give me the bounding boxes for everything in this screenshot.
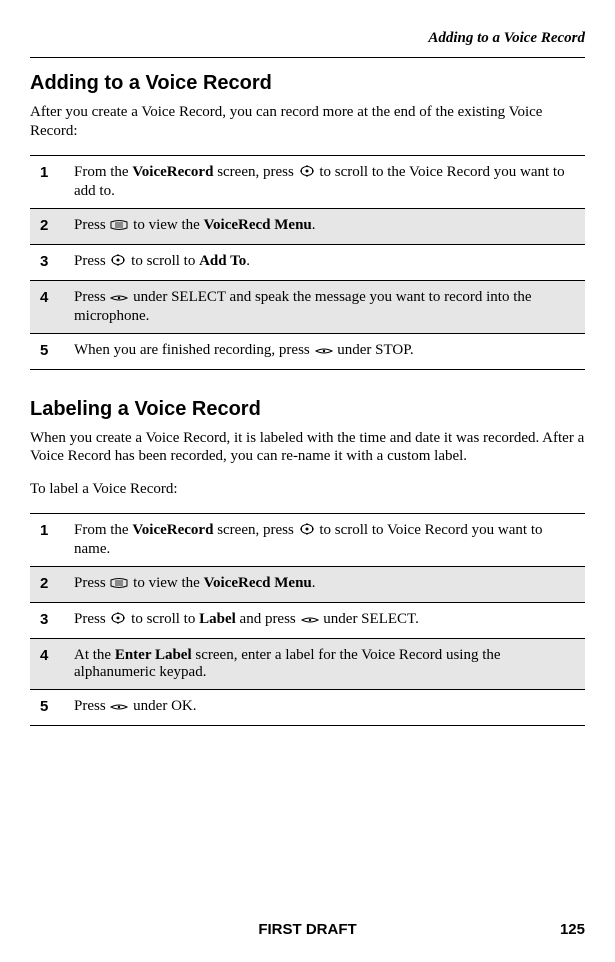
text: When you are finished recording, press xyxy=(74,342,314,358)
table-row: 3 Press to scroll to Label and press und… xyxy=(30,602,585,638)
nav-icon xyxy=(109,611,127,630)
intro-2: When you create a Voice Record, it is la… xyxy=(30,429,585,467)
step-num: 5 xyxy=(30,689,64,725)
step-text: Press under SELECT and speak the message… xyxy=(64,280,585,333)
text: . xyxy=(246,253,250,269)
text: Press xyxy=(74,253,109,269)
footer-text: FIRST DRAFT xyxy=(258,921,356,938)
text: to view the xyxy=(129,575,203,591)
steps-table-2: 1 From the VoiceRecord screen, press to … xyxy=(30,513,585,726)
heading-labeling: Labeling a Voice Record xyxy=(30,398,585,421)
softkey-icon xyxy=(109,291,129,308)
intro-1: After you create a Voice Record, you can… xyxy=(30,103,585,141)
table-row: 4 Press under SELECT and speak the messa… xyxy=(30,280,585,333)
step-text: Press under OK. xyxy=(64,689,585,725)
text: under STOP. xyxy=(334,342,414,358)
text: Press xyxy=(74,217,109,233)
step-num: 5 xyxy=(30,333,64,369)
bold-text: VoiceRecd Menu xyxy=(204,575,312,591)
softkey-icon xyxy=(109,700,129,717)
text: under OK. xyxy=(129,698,196,714)
step-text: From the VoiceRecord screen, press to sc… xyxy=(64,155,585,208)
text: to scroll to xyxy=(127,611,199,627)
table-row: 5 When you are finished recording, press… xyxy=(30,333,585,369)
text: under SELECT. xyxy=(320,611,419,627)
step-text: Press to view the VoiceRecd Menu. xyxy=(64,208,585,244)
step-text: Press to view the VoiceRecd Menu. xyxy=(64,566,585,602)
step-num: 3 xyxy=(30,602,64,638)
step-text: When you are finished recording, press u… xyxy=(64,333,585,369)
lead-2: To label a Voice Record: xyxy=(30,480,585,499)
table-row: 1 From the VoiceRecord screen, press to … xyxy=(30,513,585,566)
nav-icon xyxy=(109,253,127,272)
nav-icon xyxy=(298,164,316,183)
text: From the xyxy=(74,164,132,180)
page-footer: FIRST DRAFT 125 xyxy=(0,921,615,938)
text: screen, press xyxy=(213,164,297,180)
text: to scroll to xyxy=(127,253,199,269)
text: screen, press xyxy=(213,522,297,538)
table-row: 5 Press under OK. xyxy=(30,689,585,725)
text: and press xyxy=(236,611,300,627)
table-row: 2 Press to view the VoiceRecd Menu. xyxy=(30,566,585,602)
menu-icon xyxy=(109,219,129,236)
step-num: 2 xyxy=(30,566,64,602)
softkey-icon xyxy=(300,613,320,630)
softkey-icon xyxy=(314,344,334,361)
bold-text: VoiceRecd Menu xyxy=(204,217,312,233)
step-num: 2 xyxy=(30,208,64,244)
table-row: 3 Press to scroll to Add To. xyxy=(30,244,585,280)
bold-text: VoiceRecord xyxy=(132,164,213,180)
step-num: 4 xyxy=(30,638,64,689)
heading-adding: Adding to a Voice Record xyxy=(30,72,585,95)
step-text: Press to scroll to Add To. xyxy=(64,244,585,280)
step-num: 1 xyxy=(30,155,64,208)
running-head: Adding to a Voice Record xyxy=(30,30,585,47)
bold-text: Enter Label xyxy=(115,647,192,663)
steps-table-1: 1 From the VoiceRecord screen, press to … xyxy=(30,155,585,370)
text: under SELECT and speak the message you w… xyxy=(74,289,532,324)
bold-text: Label xyxy=(199,611,236,627)
bold-text: VoiceRecord xyxy=(132,522,213,538)
step-num: 4 xyxy=(30,280,64,333)
text: Press xyxy=(74,289,109,305)
bold-text: Add To xyxy=(199,253,246,269)
page-number: 125 xyxy=(560,921,585,938)
step-text: From the VoiceRecord screen, press to sc… xyxy=(64,513,585,566)
text: . xyxy=(312,575,316,591)
step-text: Press to scroll to Label and press under… xyxy=(64,602,585,638)
menu-icon xyxy=(109,577,129,594)
text: Press xyxy=(74,575,109,591)
text: Press xyxy=(74,611,109,627)
table-row: 4 At the Enter Label screen, enter a lab… xyxy=(30,638,585,689)
table-row: 2 Press to view the VoiceRecd Menu. xyxy=(30,208,585,244)
text: Press xyxy=(74,698,109,714)
text: At the xyxy=(74,647,115,663)
page-container: Adding to a Voice Record Adding to a Voi… xyxy=(0,0,615,962)
step-num: 3 xyxy=(30,244,64,280)
nav-icon xyxy=(298,522,316,541)
step-text: At the Enter Label screen, enter a label… xyxy=(64,638,585,689)
text: to view the xyxy=(129,217,203,233)
step-num: 1 xyxy=(30,513,64,566)
table-row: 1 From the VoiceRecord screen, press to … xyxy=(30,155,585,208)
text: From the xyxy=(74,522,132,538)
top-rule xyxy=(30,57,585,58)
text: . xyxy=(312,217,316,233)
